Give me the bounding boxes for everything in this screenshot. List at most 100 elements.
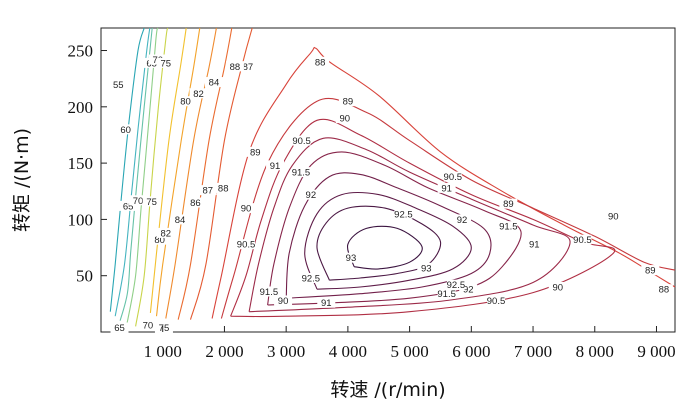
contour-label-75: 75	[159, 323, 170, 334]
contour-label-60: 60	[120, 125, 131, 136]
contour-label-bg	[110, 322, 129, 333]
contour-label-91.5: 91.5	[437, 289, 456, 300]
contour-label-bg	[129, 195, 148, 206]
contour-label-91.5: 91.5	[260, 287, 279, 298]
x-tick-label: 8 000	[576, 342, 614, 361]
contour-label-bg	[274, 295, 293, 306]
contour-label-bg	[204, 77, 223, 88]
contour-label-88: 88	[230, 62, 241, 73]
contour-label-bg	[150, 234, 169, 245]
contour-label-84: 84	[209, 78, 220, 89]
contour-label-82: 82	[161, 228, 172, 239]
contour-label-bg	[548, 281, 567, 292]
contour-label-bg	[301, 272, 320, 283]
contour-label-92.5: 92.5	[447, 280, 466, 291]
contour-label-bg	[487, 295, 506, 306]
contour-label-80: 80	[154, 235, 165, 246]
contour-label-88: 88	[315, 57, 326, 68]
contour-line-91	[267, 151, 522, 306]
contour-label-bg	[335, 113, 354, 124]
contour-line-92.5	[316, 205, 442, 281]
y-tick-label: 250	[68, 42, 94, 61]
contour-label-bg	[292, 135, 311, 146]
contour-label-91: 91	[321, 298, 332, 309]
contour-label-bg	[499, 198, 518, 209]
x-tick-label: 5 000	[390, 342, 428, 361]
contour-label-92: 92	[306, 190, 317, 201]
contour-label-bg	[259, 286, 278, 297]
contour-label-bg	[109, 79, 128, 90]
contour-label-88: 88	[218, 183, 229, 194]
contour-line-75	[135, 27, 169, 327]
contour-label-bg	[499, 221, 518, 232]
contour-label-89: 89	[250, 147, 261, 158]
contour-line-92	[304, 192, 472, 290]
contour-label-bg	[317, 297, 336, 308]
contour-label-bg	[446, 279, 465, 290]
y-tick-label: 50	[76, 267, 93, 286]
contour-label-bg	[142, 196, 161, 207]
contour-label-bg	[311, 56, 330, 67]
contour-label-90: 90	[552, 282, 563, 293]
contour-label-bg	[338, 96, 357, 107]
contour-label-bg	[417, 262, 436, 273]
contour-label-bg	[171, 214, 190, 225]
contour-label-bg	[443, 171, 462, 182]
contour-label-88: 88	[659, 285, 670, 296]
x-axis-ticks: 1 000 2 000 3 000 4 000 5 000 6 000 7 000 8 000…	[144, 326, 676, 361]
contour-label-90.5: 90.5	[444, 172, 463, 183]
contour-label-bg	[459, 284, 478, 295]
contour-label-bg	[394, 208, 413, 219]
contour-line-65	[119, 27, 153, 321]
contour-line-70	[126, 27, 159, 325]
contour-label-91: 91	[441, 183, 452, 194]
contour-label-bg	[437, 288, 456, 299]
x-tick-label: 1 000	[144, 342, 182, 361]
contour-label-75: 75	[161, 58, 172, 69]
plot-area-frame	[100, 27, 676, 333]
contour-label-93: 93	[346, 253, 357, 264]
contour-label-90.5: 90.5	[292, 136, 311, 147]
contour-label-70: 70	[143, 321, 154, 332]
contour-label-89: 89	[503, 199, 514, 210]
contour-labels: 5565606565707070757575808082828484868787…	[109, 54, 673, 334]
y-axis-title: 转矩 /(N·m)	[11, 128, 33, 232]
y-tick-label: 150	[68, 154, 94, 173]
contour-label-bg	[238, 61, 257, 72]
contour-label-bg	[266, 160, 285, 171]
contour-label-90.5: 90.5	[237, 240, 256, 251]
contour-label-bg	[154, 322, 173, 333]
contour-label-55: 65	[114, 323, 125, 334]
contour-label-91: 91	[529, 240, 540, 251]
contour-label-55: 55	[113, 80, 124, 91]
x-tick-label: 3 000	[267, 342, 305, 361]
contour-label-bg	[654, 284, 673, 295]
y-tick-label: 200	[68, 98, 94, 117]
x-tick-label: 6 000	[452, 342, 490, 361]
contour-label-bg	[119, 200, 138, 211]
contour-label-bg	[237, 203, 256, 214]
contour-label-87: 87	[243, 62, 254, 73]
contour-line-60	[114, 27, 151, 317]
contour-label-bg	[156, 57, 175, 68]
contour-line-87	[189, 27, 253, 320]
contour-label-bg	[291, 167, 310, 178]
contour-label-bg	[246, 146, 265, 157]
contour-label-91: 91	[270, 161, 281, 172]
contour-label-bg	[189, 88, 208, 99]
x-tick-label: 7 000	[514, 342, 552, 361]
x-tick-label: 2 000	[205, 342, 243, 361]
contour-label-80: 80	[180, 97, 191, 108]
contour-label-92.5: 92.5	[394, 209, 413, 220]
contour-label-75: 75	[146, 197, 157, 208]
contour-label-90: 90	[241, 204, 252, 215]
contour-label-90: 90	[340, 114, 351, 125]
contour-label-92: 92	[457, 215, 468, 226]
contour-line-82	[155, 27, 201, 317]
contour-label-bg	[641, 265, 660, 276]
contour-label-82: 82	[193, 89, 204, 100]
contour-line-86	[177, 27, 233, 320]
contour-label-91.5: 91.5	[292, 168, 311, 179]
contour-line-93	[346, 225, 423, 270]
contour-label-89: 89	[343, 97, 354, 108]
